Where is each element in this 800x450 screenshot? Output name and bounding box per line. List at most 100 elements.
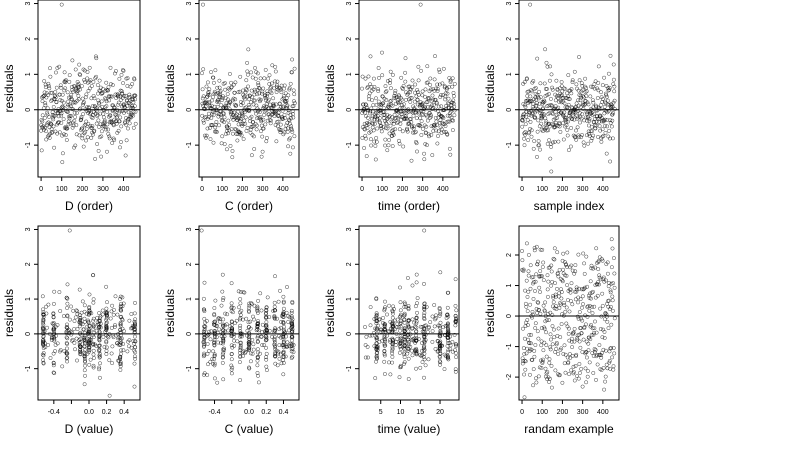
data-point — [211, 349, 216, 354]
data-point — [264, 368, 269, 373]
data-point — [562, 343, 567, 348]
data-point — [125, 349, 130, 354]
data-point — [65, 346, 69, 351]
data-point — [207, 92, 212, 97]
data-point — [256, 298, 261, 303]
data-point — [525, 294, 530, 299]
data-point — [525, 309, 530, 314]
data-point — [569, 87, 574, 92]
data-point — [401, 102, 406, 107]
data-point — [383, 305, 388, 310]
data-point — [230, 155, 235, 160]
data-point — [603, 379, 608, 384]
data-point — [420, 103, 425, 108]
data-point — [523, 132, 528, 137]
data-point — [238, 334, 243, 339]
data-point — [124, 138, 129, 143]
data-point — [208, 137, 213, 142]
data-point — [429, 132, 434, 137]
data-point — [72, 118, 77, 123]
data-point — [539, 121, 544, 126]
data-point — [581, 286, 586, 291]
data-point — [131, 100, 136, 105]
data-point — [537, 365, 542, 370]
data-point — [407, 122, 412, 127]
data-point — [82, 100, 86, 105]
data-point — [574, 289, 579, 294]
data-point — [113, 108, 118, 113]
data-point — [525, 118, 530, 122]
data-point — [217, 123, 221, 128]
data-point — [111, 335, 116, 340]
data-point — [290, 324, 295, 329]
data-point — [132, 77, 137, 82]
y-tick-label: -1 — [346, 365, 353, 371]
data-point — [372, 121, 377, 126]
data-point — [536, 259, 540, 264]
data-point — [411, 113, 416, 118]
data-point — [82, 352, 87, 356]
data-point — [556, 326, 561, 331]
data-point — [234, 318, 239, 323]
data-point — [384, 122, 389, 127]
data-point — [535, 311, 539, 315]
data-point — [130, 97, 135, 102]
x-tick-label: 400 — [597, 186, 609, 193]
data-point — [363, 133, 368, 138]
data-point — [240, 101, 245, 106]
data-point — [41, 312, 46, 317]
data-point — [549, 385, 554, 390]
data-point — [75, 312, 80, 316]
data-point — [221, 322, 226, 327]
data-point — [566, 102, 571, 107]
data-point — [577, 134, 582, 139]
data-point — [584, 355, 589, 360]
data-point — [205, 373, 210, 377]
data-point — [531, 367, 536, 372]
data-point — [127, 318, 132, 323]
data-point — [592, 111, 597, 116]
data-point — [254, 127, 259, 132]
data-point — [445, 101, 450, 106]
data-point — [97, 347, 102, 352]
data-point — [276, 119, 281, 124]
data-point — [534, 272, 539, 277]
data-point — [537, 101, 542, 106]
data-point — [540, 101, 545, 106]
data-point — [596, 134, 600, 139]
data-point — [420, 324, 425, 329]
data-point — [244, 78, 249, 83]
data-point — [551, 256, 556, 261]
data-point — [46, 81, 51, 86]
data-point — [441, 116, 446, 120]
data-point — [78, 336, 83, 341]
data-point — [110, 303, 115, 308]
data-point — [437, 359, 442, 364]
data-point — [268, 118, 273, 123]
data-point — [368, 137, 373, 142]
data-point — [565, 324, 570, 329]
data-point — [555, 124, 560, 129]
data-point — [109, 309, 114, 314]
data-point — [47, 86, 52, 91]
data-point — [405, 276, 410, 280]
data-point — [437, 332, 442, 337]
data-point — [607, 87, 612, 92]
data-point — [85, 70, 90, 74]
data-point — [49, 122, 53, 126]
data-point — [610, 298, 615, 303]
y-tick-label: -1 — [186, 365, 193, 371]
data-point — [290, 342, 295, 346]
y-tick-label: 2 — [506, 37, 513, 41]
data-point — [376, 66, 381, 70]
data-point — [205, 342, 210, 346]
data-point — [577, 111, 582, 116]
data-point — [68, 329, 73, 334]
data-point — [245, 72, 250, 77]
data-point — [62, 132, 66, 137]
data-point — [391, 307, 396, 312]
data-point — [216, 340, 221, 345]
data-point — [444, 106, 449, 111]
data-point — [229, 363, 234, 368]
